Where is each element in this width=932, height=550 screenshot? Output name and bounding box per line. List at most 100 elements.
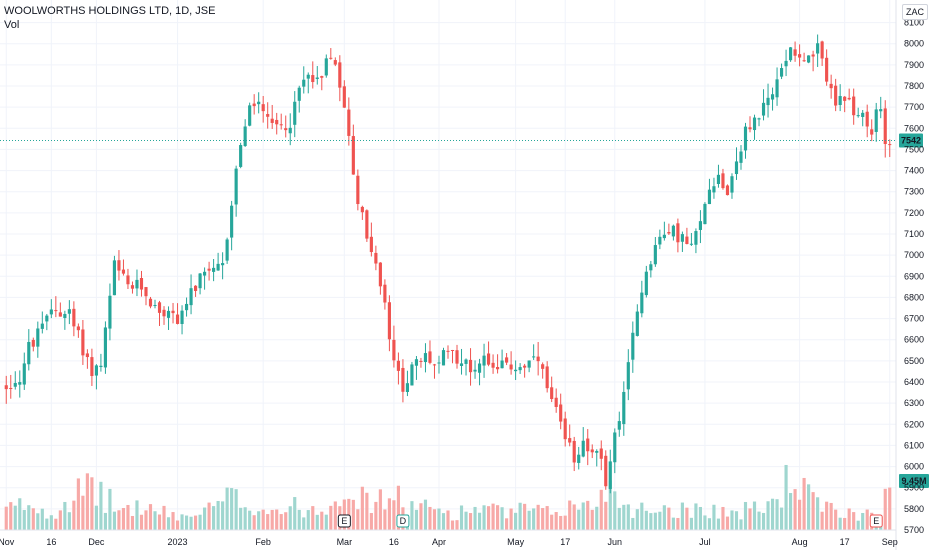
volume-bars (4, 464, 892, 530)
volume-bar (514, 512, 518, 530)
volume-bar (852, 512, 856, 530)
candle-body (712, 186, 716, 193)
volume-bar (22, 510, 26, 530)
volume-bar (392, 500, 396, 530)
candle-body (617, 421, 621, 430)
candle-body (396, 360, 400, 371)
candle-body (130, 285, 135, 289)
candle-body (816, 43, 820, 54)
volume-bar (459, 505, 464, 530)
candle-body (446, 350, 450, 352)
candle-body (825, 57, 829, 82)
volume-bar (626, 504, 630, 530)
candle-body (144, 287, 148, 297)
price-tick-label: 6400 (904, 377, 924, 387)
currency-badge[interactable]: ZAC (902, 4, 928, 20)
volume-bar (486, 506, 491, 530)
candle-body (135, 279, 139, 289)
volume-bar (676, 517, 680, 530)
volume-bar (347, 498, 351, 530)
candle-body (166, 310, 171, 318)
volume-bar (99, 481, 103, 530)
candle-body (117, 260, 121, 271)
volume-bar (40, 508, 44, 530)
candle-body (76, 326, 80, 331)
candle-body (834, 85, 838, 106)
candle-body (739, 151, 743, 163)
volume-bar (423, 499, 428, 530)
candle-body (72, 308, 76, 327)
candle-body (369, 236, 373, 253)
volume-bar (477, 512, 482, 530)
volume-bar (216, 500, 220, 530)
volume-bar (293, 497, 297, 530)
volume-bar (419, 503, 423, 530)
volume-bar (500, 507, 504, 530)
price-tick-label: 6000 (904, 462, 924, 472)
candle-body (559, 404, 563, 422)
candle-body (590, 449, 594, 453)
price-tick-label: 7500 (904, 144, 924, 154)
price-tick-label: 7700 (904, 102, 924, 112)
volume-bar (622, 504, 626, 530)
candle-body (554, 397, 558, 407)
volume-bar (527, 510, 531, 530)
volume-bar (198, 514, 202, 530)
candle-body (203, 271, 207, 276)
candle-body (482, 355, 486, 366)
candle-body (311, 75, 315, 83)
candle-body (221, 263, 225, 266)
volume-bar (734, 511, 739, 530)
time-tick-label: 16 (389, 537, 399, 547)
candle-body (829, 83, 833, 89)
candle-body (644, 271, 648, 296)
volume-bar (297, 509, 301, 530)
volume-bar (221, 501, 225, 530)
candle-body (108, 295, 112, 329)
volume-bar (807, 484, 811, 530)
candle-body (888, 144, 892, 146)
candle-body (586, 438, 590, 452)
volume-bar (76, 478, 80, 530)
candle-body (793, 49, 797, 56)
candle-body (658, 236, 662, 245)
candle-body (838, 96, 842, 106)
volume-bar (482, 505, 486, 530)
candle-body (613, 432, 617, 463)
candle-body (284, 128, 288, 131)
candle-body (171, 310, 175, 314)
candle-body (184, 303, 189, 311)
price-tick-label: 5900 (904, 483, 924, 493)
candle-body (36, 328, 40, 347)
volume-bar (378, 489, 382, 530)
volume-bar (698, 506, 703, 530)
candle-body (694, 231, 698, 245)
price-tick-label: 7400 (904, 166, 924, 176)
candle-body (631, 332, 635, 360)
candle-body (721, 173, 725, 189)
candle-body (649, 264, 653, 271)
candle-body (374, 252, 378, 264)
volume-bar (126, 504, 130, 530)
volume-bar (437, 508, 441, 530)
volume-bar (838, 517, 842, 530)
candle-body (378, 262, 382, 287)
candle-body (266, 114, 270, 117)
price-tick-label: 8000 (904, 39, 924, 49)
volume-bar (680, 502, 684, 530)
volume-bar (599, 489, 603, 530)
volume-bar (234, 489, 238, 530)
volume-bar (450, 520, 455, 530)
candle-body (31, 339, 35, 347)
candle-body (626, 362, 630, 390)
time-tick-label: Sep (882, 537, 898, 547)
volume-bar (559, 515, 563, 530)
price-tick-label: 7800 (904, 81, 924, 91)
time-axis: Nov 16 Dec 2023 Feb Mar 16 Apr May 17 Jun Jul Aug 17 S… (0, 537, 898, 547)
volume-bar (635, 509, 639, 530)
volume-bar (410, 501, 414, 530)
